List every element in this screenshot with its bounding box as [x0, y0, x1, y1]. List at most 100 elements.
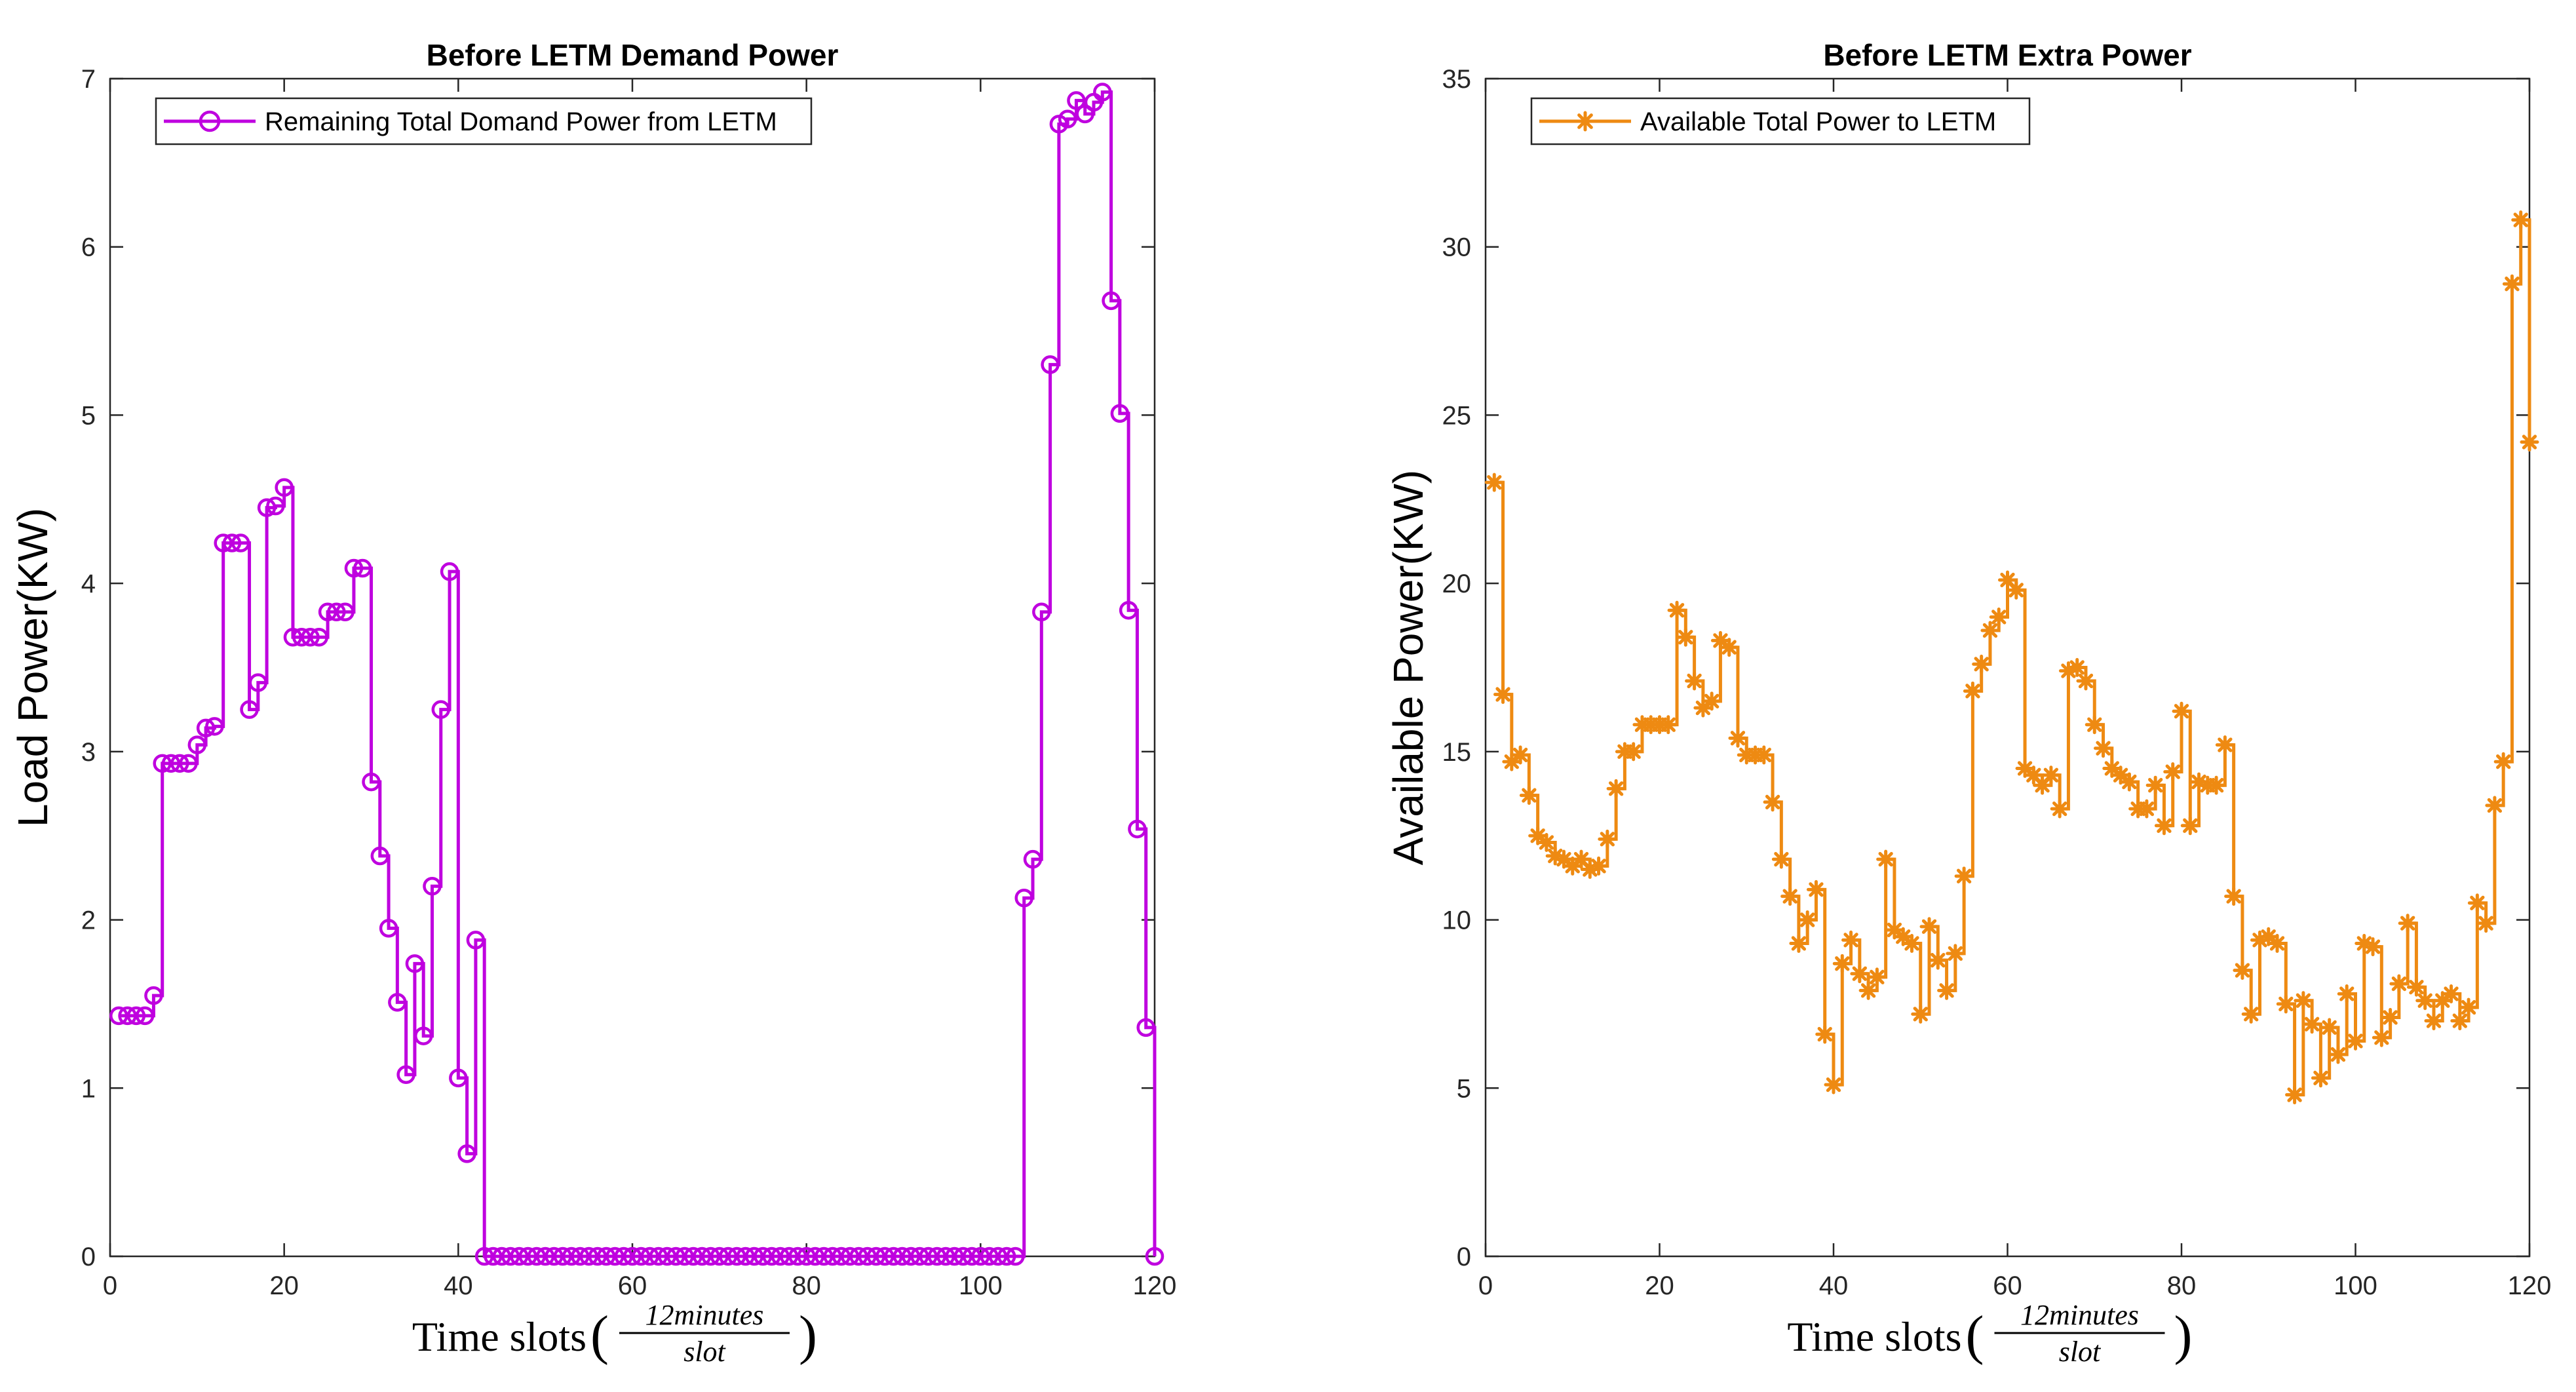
chart-1-data-point — [1145, 1247, 1164, 1266]
chart-2-data-point — [2085, 715, 2104, 735]
chart-1-data-point — [205, 717, 224, 736]
chart-1-y-tick-label: 7 — [81, 65, 96, 94]
chart-2-data-point — [1998, 570, 2017, 590]
chart-1-data-point — [614, 1247, 633, 1266]
chart-1-data-point — [762, 1247, 781, 1266]
chart-1-data-point — [1128, 819, 1147, 839]
chart-1-data-point — [858, 1247, 877, 1266]
chart-1-data-point — [553, 1247, 572, 1266]
chart-1-data-point — [701, 1247, 720, 1266]
chart-2-data-point — [1720, 638, 1739, 657]
chart-1-title: Before LETM Demand Power — [427, 38, 839, 72]
chart-1-data-point — [457, 1144, 476, 1163]
chart-2-data-point — [2493, 752, 2513, 771]
chart-2-x-axis-label: Time slots(12minutes slot) — [1787, 1299, 2192, 1368]
chart-2-data-point — [2050, 799, 2069, 819]
chart-2-data-point — [2485, 796, 2505, 815]
chart-2-data-point — [1493, 685, 1513, 705]
chart-2-data-point — [2033, 775, 2052, 795]
chart-2-data-point — [1867, 967, 1887, 987]
chart-1-legend-marker — [199, 110, 221, 132]
chart-1-data-point — [693, 1247, 712, 1266]
chart-2-x-axis-label-text: Time slots — [1787, 1313, 1961, 1360]
chart-2-data-point — [2442, 984, 2461, 1004]
chart-1-y-tick-label: 5 — [81, 401, 96, 430]
chart-1-data-point — [840, 1247, 860, 1266]
chart-2-data-point — [2355, 934, 2374, 954]
chart-1-data-point — [135, 1006, 155, 1026]
chart-1-data-point — [919, 1247, 938, 1266]
chart-2-legend: Available Total Power to LETM — [1530, 97, 2031, 145]
chart-1-data-point — [632, 1247, 651, 1266]
chart-1-data-point — [805, 1247, 825, 1266]
chart-1-data-point — [649, 1247, 668, 1266]
chart-2-plot-area — [1484, 77, 2531, 1258]
chart-1-x-axis-label-frac-num: 12minutes — [645, 1299, 764, 1331]
chart-2-data-point — [2058, 661, 2078, 681]
chart-1-data-point — [1023, 849, 1043, 869]
chart-2-data-point — [1702, 691, 1721, 711]
chart-2-data-point — [2459, 997, 2478, 1017]
chart-1-data-point — [1075, 104, 1094, 124]
chart-1-data-point — [596, 1247, 616, 1266]
chart-1-x-tick-label: 40 — [444, 1271, 473, 1300]
chart-1-y-tick-label: 2 — [81, 906, 96, 935]
chart-2-data-point — [2094, 739, 2113, 758]
chart-1-data-point — [449, 1068, 468, 1088]
chart-2-data-point — [2381, 1007, 2400, 1027]
chart-1-data-point — [980, 1247, 999, 1266]
chart-1-data-point — [292, 628, 311, 647]
chart-2-data-point — [2241, 1004, 2261, 1024]
chart-1-data-point — [405, 954, 425, 973]
chart-2-data-point — [1806, 880, 1826, 899]
chart-1-data-point — [118, 1006, 137, 1026]
chart-1-x-axis-label-frac-den: slot — [683, 1336, 726, 1368]
chart-2-data-point — [1928, 950, 1948, 970]
chart-2-data-point — [1710, 630, 1730, 650]
chart-2-data-point — [1571, 849, 1591, 869]
chart-2-data-point — [1780, 887, 1800, 906]
chart-2-data-point — [2119, 772, 2139, 792]
chart-2-data-point — [1911, 1004, 1931, 1024]
chart-1-data-point — [754, 1247, 773, 1266]
chart-2-data-point — [2215, 735, 2235, 755]
chart-2-data-point — [1563, 856, 1583, 876]
chart-2-data-point — [1815, 1024, 1835, 1044]
chart-1-data-point — [318, 602, 337, 622]
chart-2-data-point — [2224, 887, 2244, 906]
chart-2-data-point — [1972, 654, 1991, 674]
chart-1-data-point — [196, 718, 216, 738]
chart-2-group: 0 20 40 60 80 100 120 0 5 10 15 20 25 30 35 Before LETM… — [1385, 38, 2551, 1368]
chart-1-legend: Remaining Total Domand Power from LETM — [155, 97, 813, 145]
chart-1-data-point — [1110, 404, 1130, 423]
chart-1-data-point — [275, 478, 294, 497]
chart-2-y-tick-label: 25 — [1442, 401, 1472, 430]
chart-2-data-point — [1902, 934, 1921, 954]
chart-2-data-point — [1598, 829, 1617, 849]
chart-1-data-point — [440, 562, 459, 581]
chart-1-data-point — [396, 1065, 415, 1084]
chart-2-data-point — [1754, 745, 1774, 765]
chart-1-data-point — [257, 498, 277, 517]
chart-2-data-point — [2154, 816, 2174, 836]
chart-2-data-point — [1554, 849, 1573, 869]
chart-1-data-point — [222, 533, 242, 552]
chart-2-data-point — [1989, 607, 2009, 627]
chart-1-data-point — [492, 1247, 511, 1266]
chart-2-x-tick-label: 120 — [2508, 1271, 2552, 1300]
chart-1-legend-box — [155, 97, 813, 145]
chart-1-x-tick-label: 60 — [618, 1271, 647, 1300]
chart-2-data-point — [2180, 816, 2200, 836]
chart-2-y-tick-label: 0 — [1457, 1243, 1471, 1271]
chart-2-x-tick-label: 60 — [1993, 1271, 2022, 1300]
chart-2-y-axis-label: Available Power(KW) — [1385, 470, 1432, 865]
chart-1-data-point — [971, 1247, 990, 1266]
chart-2-data-point — [2024, 765, 2043, 785]
chart-2-data-point — [2259, 927, 2278, 946]
chart-1-legend-label: Remaining Total Domand Power from LETM — [265, 107, 777, 136]
chart-1-data-point — [1136, 1018, 1155, 1037]
chart-2-data-point — [2250, 930, 2269, 950]
chart-2-data-point — [2406, 977, 2426, 997]
chart-2-data-point — [1484, 473, 1504, 492]
chart-2-data-point — [1667, 600, 1687, 620]
